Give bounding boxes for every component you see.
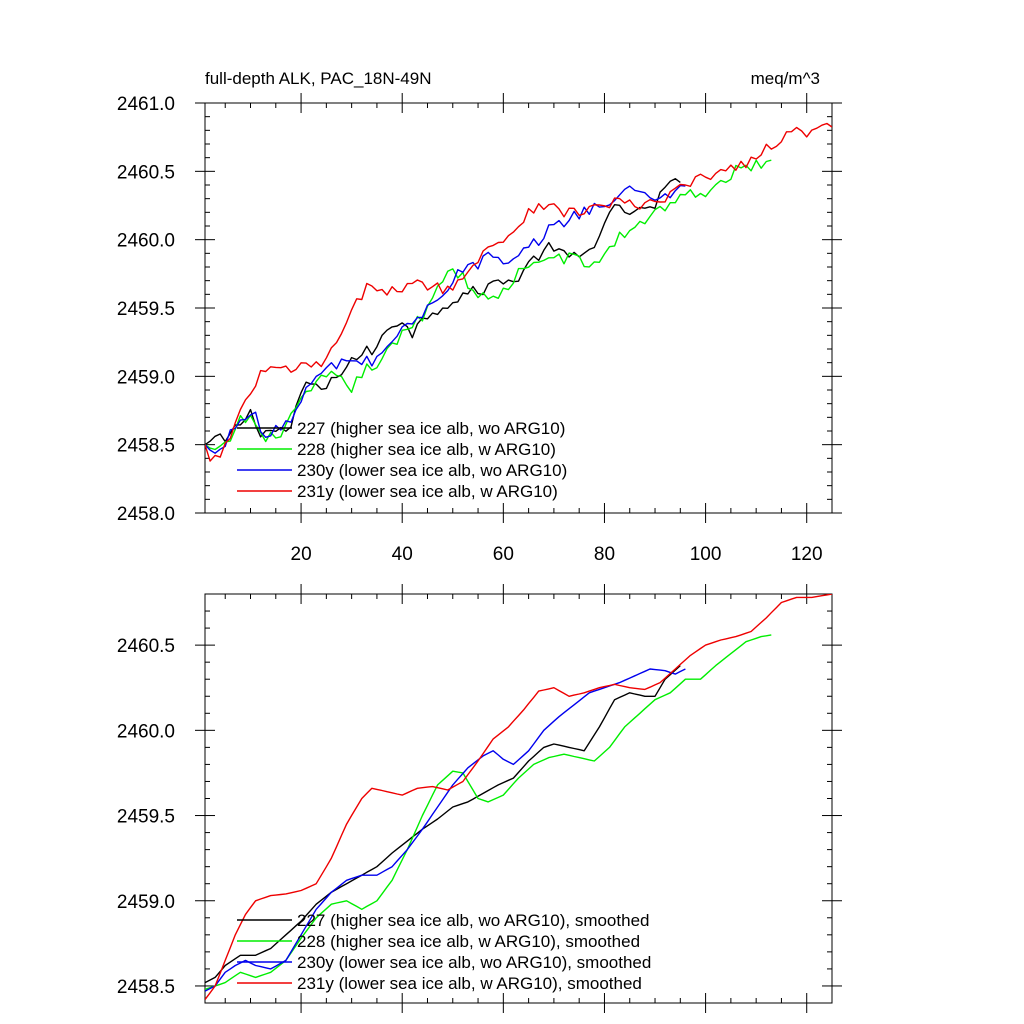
legend-label: 231y (lower sea ice alb, w ARG10), smoot… xyxy=(297,974,642,993)
legend-label: 228 (higher sea ice alb, w ARG10), smoot… xyxy=(297,932,640,951)
x-tick-label: 100 xyxy=(690,544,722,565)
y-tick-label: 2460.5 xyxy=(117,162,175,183)
y-tick-label: 2459.5 xyxy=(117,807,175,828)
series-line-1 xyxy=(205,159,772,451)
series-line-1 xyxy=(205,634,772,991)
x-tick-label: 80 xyxy=(594,544,615,565)
series-line-2 xyxy=(205,668,686,992)
chart-title: full-depth ALK, PAC_18N-49N xyxy=(205,69,431,88)
legend-label: 230y (lower sea ice alb, wo ARG10) xyxy=(297,461,567,480)
y-tick-label: 2460.0 xyxy=(117,721,175,742)
legend-label: 228 (higher sea ice alb, w ARG10) xyxy=(297,440,556,459)
y-tick-label: 2459.5 xyxy=(117,299,175,320)
chart-units: meq/m^3 xyxy=(751,69,820,88)
series-line-2 xyxy=(205,184,686,454)
bottom-panel: 2458.5 2459.0 2459.5 2460.0 2460.5 227 (highe… xyxy=(117,584,842,1013)
y-tick-label: 2460.0 xyxy=(117,231,175,252)
legend-label: 230y (lower sea ice alb, wo ARG10), smoo… xyxy=(297,953,651,972)
y-tick-label: 2459.0 xyxy=(117,892,175,913)
x-tick-label: 40 xyxy=(392,544,413,565)
y-tick-label: 2460.5 xyxy=(117,636,175,657)
x-tick-label: 60 xyxy=(493,544,514,565)
top-panel: 20 40 60 80 100 120 2458.0 2458.5 2459.0 2459.5 24… xyxy=(117,93,842,565)
series-line-0 xyxy=(205,177,681,446)
y-tick-label: 2458.5 xyxy=(117,977,175,998)
y-tick-label: 2458.0 xyxy=(117,504,175,525)
y-tick-label: 2459.0 xyxy=(117,367,175,388)
series-line-0 xyxy=(205,665,681,984)
legend-label: 231y (lower sea ice alb, w ARG10) xyxy=(297,482,558,501)
x-tick-label: 120 xyxy=(791,544,823,565)
x-tick-label: 20 xyxy=(291,544,312,565)
series-group xyxy=(205,122,832,462)
legend-label: 227 (higher sea ice alb, wo ARG10) xyxy=(297,419,565,438)
series-line-3 xyxy=(205,594,832,1001)
legend-label: 227 (higher sea ice alb, wo ARG10), smoo… xyxy=(297,911,649,930)
series-line-3 xyxy=(205,122,832,462)
y-tick-label: 2458.5 xyxy=(117,436,175,457)
y-tick-label: 2461.0 xyxy=(117,94,175,115)
series-group xyxy=(205,594,832,1001)
